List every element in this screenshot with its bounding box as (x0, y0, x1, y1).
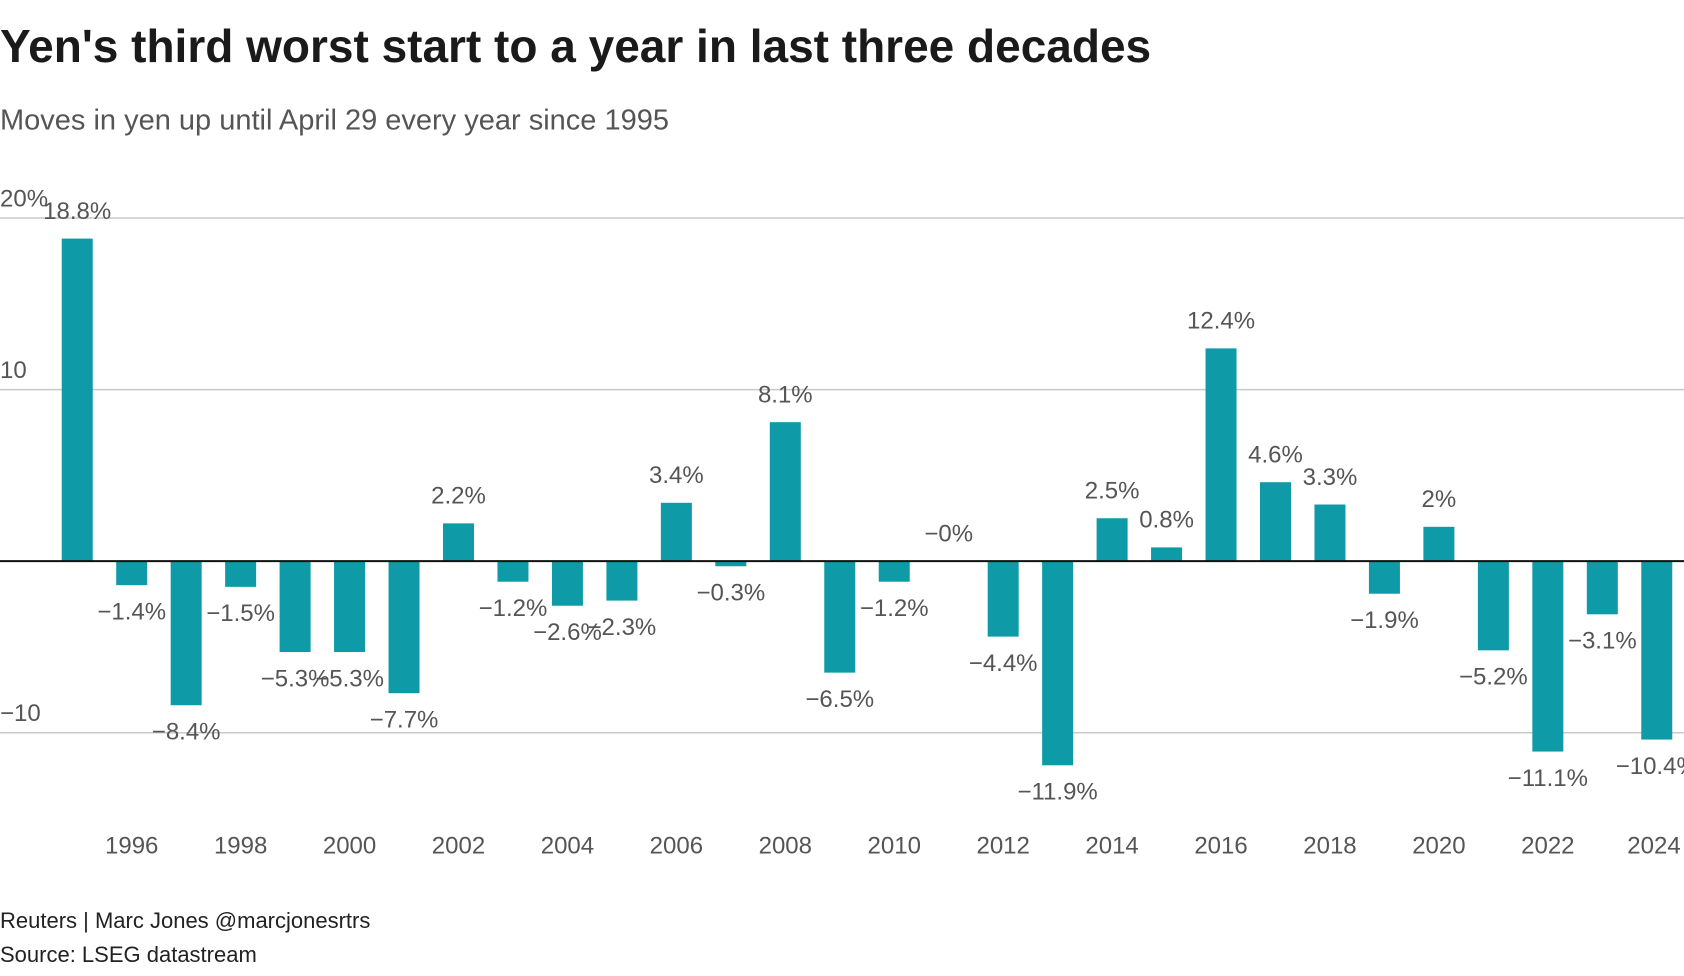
value-label: 4.6% (1248, 442, 1303, 469)
bar (769, 422, 801, 562)
bar (660, 502, 692, 562)
value-label: 2.5% (1085, 478, 1140, 505)
x-tick-label: 2022 (1521, 832, 1574, 859)
y-tick-label: 20% (0, 185, 48, 212)
bar (1205, 348, 1237, 562)
bar (1641, 561, 1673, 740)
value-label: 2% (1422, 486, 1457, 513)
source: Source: LSEG datastream (0, 942, 257, 967)
bar (824, 561, 856, 673)
x-tick-label: 2020 (1412, 832, 1465, 859)
bar (1042, 561, 1074, 766)
bar (1260, 482, 1291, 562)
bar (715, 561, 747, 567)
value-label: −2.3% (588, 614, 657, 641)
value-label: −5.2% (1459, 664, 1528, 691)
bar (443, 523, 474, 562)
value-label: 0.8% (1139, 507, 1194, 534)
bar (1423, 526, 1455, 562)
value-label: −7.7% (370, 707, 439, 734)
value-label: −1.2% (860, 595, 929, 622)
bar (170, 561, 202, 706)
chart-subtitle: Moves in yen up until April 29 every yea… (0, 105, 669, 137)
value-label: 3.3% (1303, 464, 1358, 491)
x-tick-label: 2008 (759, 832, 812, 859)
x-tick-label: 2024 (1627, 832, 1680, 859)
bar (1477, 561, 1509, 651)
value-label: −0.3% (696, 580, 765, 607)
value-label: −1.4% (97, 598, 166, 625)
x-tick-label: 2006 (650, 832, 703, 859)
x-tick-label: 2002 (432, 832, 485, 859)
y-tick-label: 10 (0, 357, 27, 384)
bar (388, 561, 420, 694)
value-label: −11.1% (1508, 765, 1588, 792)
chart-title: Yen's third worst start to a year in las… (0, 20, 1151, 72)
value-label: 2.2% (431, 483, 486, 510)
x-tick-label: 2012 (976, 832, 1029, 859)
bar (987, 561, 1019, 637)
bar (334, 561, 366, 653)
x-tick-label: 2016 (1194, 832, 1247, 859)
credit: Reuters | Marc Jones @marcjonesrtrs (0, 908, 370, 933)
bar (1151, 547, 1183, 562)
value-label: 3.4% (649, 462, 704, 489)
value-label: 8.1% (758, 382, 813, 409)
value-label: −1.2% (479, 595, 548, 622)
value-label: −3.1% (1568, 628, 1637, 655)
bar (1532, 561, 1564, 752)
value-label: 12.4% (1187, 308, 1255, 335)
x-tick-label: 1996 (105, 832, 158, 859)
bar (1586, 561, 1618, 615)
value-label: −8.4% (152, 719, 221, 746)
bar (1096, 518, 1128, 562)
bar (225, 561, 257, 587)
x-tick-label: 2004 (541, 832, 594, 859)
bar (497, 561, 529, 582)
bar (606, 561, 638, 601)
bar (279, 561, 311, 653)
value-label: −2.6% (533, 619, 602, 646)
x-tick-label: 2010 (868, 832, 921, 859)
value-label: −11.9% (1017, 779, 1097, 806)
x-tick-label: 1998 (214, 832, 267, 859)
bar (61, 238, 93, 562)
bar (551, 561, 583, 606)
x-tick-label: 2014 (1085, 832, 1138, 859)
value-label: −4.4% (969, 650, 1038, 677)
bar (116, 561, 148, 586)
value-label: −5.3% (261, 665, 330, 692)
bar (1314, 504, 1346, 562)
value-label: −6.5% (805, 686, 874, 713)
value-label: 18.8% (43, 198, 111, 225)
bar (1368, 561, 1400, 594)
bar (878, 561, 910, 582)
value-label: −10.4% (1616, 753, 1684, 780)
value-label: −0% (924, 520, 973, 547)
x-tick-label: 2018 (1303, 832, 1356, 859)
value-label: −1.9% (1350, 607, 1419, 634)
value-label: −1.5% (206, 600, 275, 627)
y-tick-label: −10 (0, 700, 41, 727)
value-label: −5.3% (315, 665, 384, 692)
x-tick-label: 2000 (323, 832, 376, 859)
